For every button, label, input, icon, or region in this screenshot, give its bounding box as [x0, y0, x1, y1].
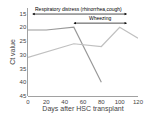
svg-text:15: 15 [20, 11, 27, 17]
svg-text:25: 25 [20, 38, 27, 44]
svg-text:Wheezing: Wheezing [89, 15, 111, 21]
svg-text:80: 80 [98, 99, 105, 105]
svg-text:Days after HSC transplant: Days after HSC transplant [42, 105, 123, 113]
svg-text:30: 30 [20, 52, 27, 58]
svg-text:120: 120 [133, 99, 144, 105]
svg-text:60: 60 [80, 99, 87, 105]
svg-text:100: 100 [115, 99, 126, 105]
svg-text:Respiratory distress (rhinorrh: Respiratory distress (rhinorrhea,cough) [35, 6, 122, 12]
svg-text:20: 20 [43, 99, 50, 105]
svg-text:40: 40 [61, 99, 68, 105]
svg-text:35: 35 [20, 66, 27, 72]
svg-text:0: 0 [26, 99, 30, 105]
svg-text:40: 40 [20, 79, 27, 85]
svg-text:Ct value: Ct value [9, 39, 16, 65]
svg-text:45: 45 [20, 93, 27, 99]
svg-text:20: 20 [20, 24, 27, 30]
